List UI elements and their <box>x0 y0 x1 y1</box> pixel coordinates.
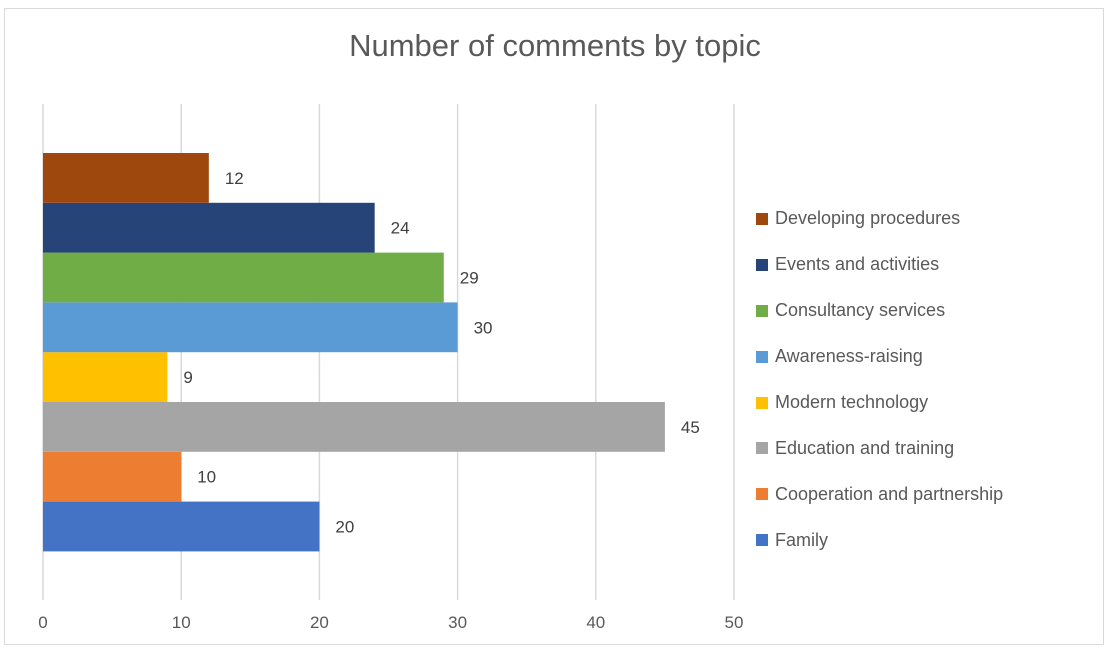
legend-swatch <box>756 304 768 317</box>
data-label-education-and-training: 45 <box>681 418 700 437</box>
legend-item-events-and-activities: Events and activities <box>756 242 1003 288</box>
x-tick-label: 0 <box>38 613 47 632</box>
bars <box>43 153 665 552</box>
legend-item-developing-procedures: Developing procedures <box>756 196 1003 242</box>
legend-label: Modern technology <box>775 392 929 412</box>
data-label-consultancy-services: 29 <box>460 269 479 288</box>
x-tick-label: 40 <box>586 613 605 632</box>
x-tick-label: 20 <box>310 613 329 632</box>
x-tick-label: 50 <box>725 613 744 632</box>
x-tick-label: 10 <box>172 613 191 632</box>
legend-swatch <box>756 350 768 363</box>
bar-events-and-activities <box>43 202 375 253</box>
data-labels: 20 10 45 9 30 29 24 12 <box>183 169 699 537</box>
data-label-modern-technology: 9 <box>183 368 192 387</box>
legend-label: Events and activities <box>775 254 940 275</box>
data-label-awareness-raising: 30 <box>474 318 493 337</box>
legend-label: Cooperation and partnership <box>775 483 1004 504</box>
legend-item-family: Family <box>756 517 1003 563</box>
legend-item-awareness-raising: Awareness-raising <box>756 334 1003 380</box>
bar-awareness-raising <box>43 302 458 353</box>
data-label-family: 20 <box>335 518 354 537</box>
legend-swatch <box>756 534 768 547</box>
legend-label: Family <box>775 529 828 550</box>
legend-item-cooperation-and-partnership: Cooperation and partnership <box>756 471 1003 517</box>
x-axis-tick-labels: 0 10 20 30 40 50 <box>38 613 743 632</box>
legend-swatch <box>756 396 768 409</box>
legend-swatch <box>756 488 768 501</box>
x-tick-label: 30 <box>448 613 467 632</box>
bar-consultancy-services <box>43 252 444 303</box>
chart-title: Number of comments by topic <box>349 28 761 63</box>
legend-item-modern-technology: Modern technology <box>756 380 1003 426</box>
legend-item-education-and-training: Education and training <box>756 425 1003 471</box>
legend-label: Consultancy services <box>775 300 946 321</box>
bar-developing-procedures <box>43 153 209 203</box>
legend-swatch <box>756 442 768 455</box>
legend-label: Awareness-raising <box>775 346 923 367</box>
data-label-developing-procedures: 12 <box>225 169 244 188</box>
data-label-cooperation-and-partnership: 10 <box>197 468 216 487</box>
legend-swatch <box>756 258 768 271</box>
legend-label: Developing procedures <box>775 208 961 229</box>
legend: Developing procedures Events and activiti… <box>756 196 1003 563</box>
legend-label: Education and training <box>775 437 955 458</box>
data-label-events-and-activities: 24 <box>391 219 410 238</box>
legend-swatch <box>756 212 768 225</box>
bar-family <box>43 501 320 552</box>
bar-education-and-training <box>43 402 665 452</box>
legend-item-consultancy-services: Consultancy services <box>756 288 1003 334</box>
bar-modern-technology <box>43 352 168 402</box>
bar-cooperation-and-partnership <box>43 451 182 502</box>
